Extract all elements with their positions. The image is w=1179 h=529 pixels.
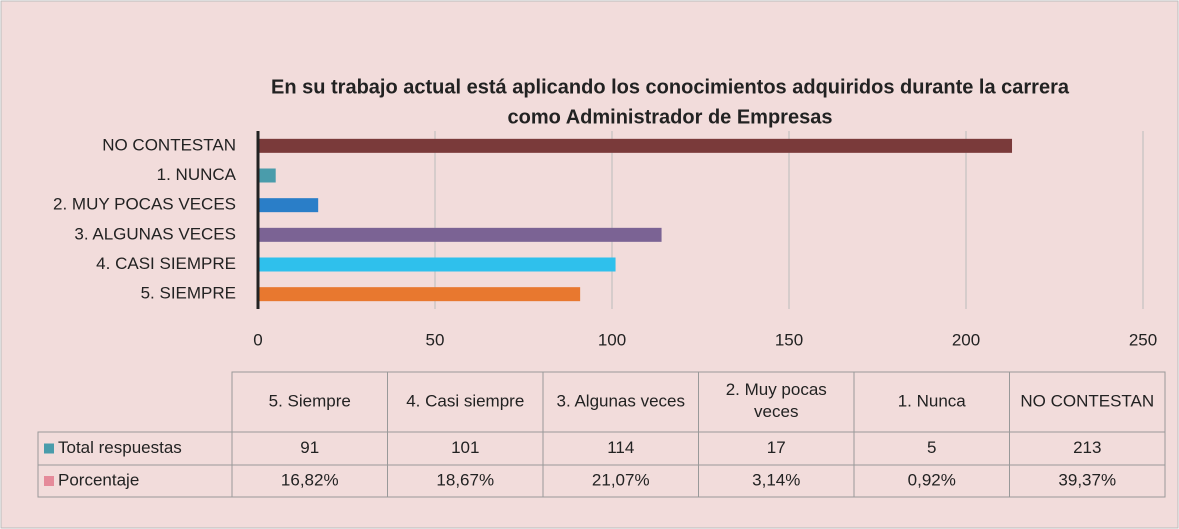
table-header: 5. Siempre — [269, 391, 351, 410]
legend-label: Porcentaje — [58, 470, 139, 489]
table-cell: 21,07% — [592, 470, 650, 489]
bar — [258, 227, 662, 242]
table-cell: 39,37% — [1058, 470, 1116, 489]
table-header: 3. Algunas veces — [556, 391, 685, 410]
table-cell: 18,67% — [436, 470, 494, 489]
bar — [258, 257, 616, 272]
legend-swatch — [44, 443, 54, 454]
y-tick-label: 2. MUY POCAS VECES — [53, 195, 236, 214]
bar — [258, 138, 1013, 153]
table-cell: 213 — [1073, 438, 1101, 457]
y-tick-label: 1. NUNCA — [157, 165, 237, 184]
x-tick-label: 200 — [952, 330, 980, 349]
table-cell: 16,82% — [281, 470, 339, 489]
table-header: 2. Muy pocas veces — [726, 380, 827, 421]
table-header: 4. Casi siempre — [406, 391, 524, 410]
x-tick-label: 150 — [775, 330, 803, 349]
chart-title: En su trabajo actual está aplicando los … — [271, 76, 1070, 98]
table-cell: 101 — [451, 438, 479, 457]
legend-label: Total respuestas — [58, 438, 182, 457]
legend-swatch — [44, 476, 54, 486]
table-cell: 91 — [300, 438, 319, 457]
y-tick-label: 4. CASI SIEMPRE — [96, 254, 236, 273]
x-tick-label: 250 — [1129, 330, 1157, 349]
bar — [258, 168, 276, 183]
y-tick-label: 3. ALGUNAS VECES — [74, 224, 236, 243]
table-cell: 0,92% — [908, 470, 956, 489]
bar — [258, 287, 581, 302]
table-cell: 5 — [927, 438, 936, 457]
y-tick-label: 5. SIEMPRE — [141, 284, 236, 303]
table-cell: 3,14% — [752, 470, 800, 489]
table-cell: 114 — [607, 438, 634, 457]
chart-title: como Administrador de Empresas — [508, 106, 833, 128]
table-cell: 17 — [767, 438, 786, 457]
x-tick-label: 0 — [253, 330, 262, 349]
y-tick-label: NO CONTESTAN — [102, 135, 236, 154]
table-header: 1. Nunca — [898, 391, 967, 410]
bar — [258, 198, 319, 213]
table-header: NO CONTESTAN — [1020, 391, 1154, 410]
x-tick-label: 100 — [598, 330, 626, 349]
x-tick-label: 50 — [426, 330, 445, 349]
